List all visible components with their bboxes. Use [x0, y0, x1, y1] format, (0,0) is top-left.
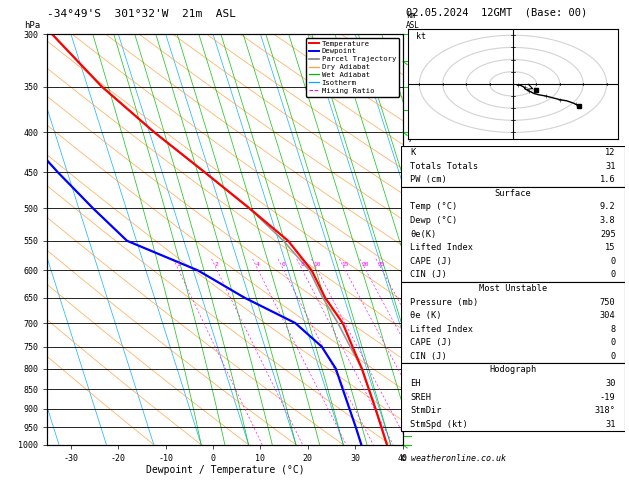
Text: Dewp (°C): Dewp (°C): [410, 216, 457, 225]
Text: CIN (J): CIN (J): [410, 352, 447, 361]
Bar: [401, 282, 625, 363]
Text: 02.05.2024  12GMT  (Base: 00): 02.05.2024 12GMT (Base: 00): [406, 7, 587, 17]
Text: CAPE (J): CAPE (J): [410, 338, 452, 347]
Text: 30: 30: [605, 379, 616, 388]
Text: Most Unstable: Most Unstable: [479, 284, 547, 293]
Bar: [401, 187, 625, 282]
Text: 12: 12: [605, 148, 616, 157]
Text: Totals Totals: Totals Totals: [410, 162, 479, 171]
Text: 0: 0: [610, 338, 616, 347]
Text: 750: 750: [600, 297, 616, 307]
Text: kt: kt: [416, 33, 426, 41]
Text: EH: EH: [410, 379, 421, 388]
Text: 10: 10: [313, 262, 321, 267]
Text: © weatheronline.co.uk: © weatheronline.co.uk: [401, 454, 506, 464]
Text: Temp (°C): Temp (°C): [410, 203, 457, 211]
Text: -34°49'S  301°32'W  21m  ASL: -34°49'S 301°32'W 21m ASL: [47, 9, 236, 19]
Bar: [401, 363, 625, 431]
Text: 0: 0: [610, 270, 616, 279]
Text: 2: 2: [214, 262, 218, 267]
Text: 318°: 318°: [594, 406, 616, 415]
Text: θe(K): θe(K): [410, 229, 437, 239]
Text: 15: 15: [341, 262, 348, 267]
Text: 0: 0: [610, 257, 616, 266]
Legend: Temperature, Dewpoint, Parcel Trajectory, Dry Adiabat, Wet Adiabat, Isotherm, Mi: Temperature, Dewpoint, Parcel Trajectory…: [306, 37, 399, 97]
Text: SREH: SREH: [410, 393, 431, 401]
Text: 4: 4: [256, 262, 260, 267]
Text: km
ASL: km ASL: [406, 11, 420, 30]
Text: PW (cm): PW (cm): [410, 175, 447, 184]
Text: Surface: Surface: [494, 189, 532, 198]
Text: StmDir: StmDir: [410, 406, 442, 415]
Text: 1: 1: [176, 262, 180, 267]
Text: Hodograph: Hodograph: [489, 365, 537, 375]
Text: CAPE (J): CAPE (J): [410, 257, 452, 266]
Text: 8: 8: [300, 262, 304, 267]
Text: 8: 8: [610, 325, 616, 334]
Text: 304: 304: [600, 311, 616, 320]
X-axis label: Dewpoint / Temperature (°C): Dewpoint / Temperature (°C): [145, 466, 304, 475]
Text: 25: 25: [378, 262, 386, 267]
Text: Lifted Index: Lifted Index: [410, 243, 473, 252]
Text: 1.6: 1.6: [600, 175, 616, 184]
Text: hPa: hPa: [24, 21, 40, 30]
Text: 31: 31: [605, 420, 616, 429]
Text: StmSpd (kt): StmSpd (kt): [410, 420, 468, 429]
Y-axis label: Mixing Ratio (g/kg): Mixing Ratio (g/kg): [442, 192, 452, 287]
Text: Lifted Index: Lifted Index: [410, 325, 473, 334]
Text: 15: 15: [605, 243, 616, 252]
Text: 3.8: 3.8: [600, 216, 616, 225]
Text: 0: 0: [610, 352, 616, 361]
Text: CIN (J): CIN (J): [410, 270, 447, 279]
Text: K: K: [410, 148, 416, 157]
Text: 20: 20: [362, 262, 369, 267]
Text: θe (K): θe (K): [410, 311, 442, 320]
Text: 6: 6: [281, 262, 285, 267]
Text: 295: 295: [600, 229, 616, 239]
Text: Pressure (mb): Pressure (mb): [410, 297, 479, 307]
Text: 9.2: 9.2: [600, 203, 616, 211]
Text: 31: 31: [605, 162, 616, 171]
Text: LCL: LCL: [409, 423, 423, 432]
Text: -19: -19: [600, 393, 616, 401]
Bar: [401, 146, 625, 187]
